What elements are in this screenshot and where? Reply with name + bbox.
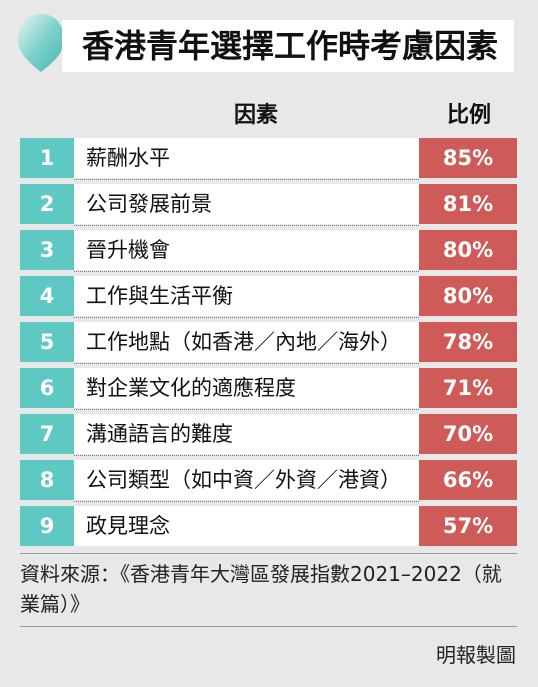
divider-top [20, 553, 517, 554]
header-factor: 因素 [233, 103, 278, 128]
table-row: 1 薪酬水平 85% [20, 135, 517, 181]
table-row: 5 工作地點（如香港／內地／海外） 78% [20, 319, 517, 365]
table-row: 9 政見理念 57% [20, 503, 517, 549]
rank-number: 1 [20, 138, 74, 178]
percentage-value: 78% [419, 322, 517, 362]
title-box: 香港青年選擇工作時考慮因素 [62, 20, 514, 72]
percentage-value: 71% [419, 368, 517, 408]
rank-number: 9 [20, 506, 74, 546]
row-separator [74, 271, 419, 272]
table-row: 4 工作與生活平衡 80% [20, 273, 517, 319]
row-separator [74, 409, 419, 410]
rank-number: 5 [20, 322, 74, 362]
table-row: 3 晉升機會 80% [20, 227, 517, 273]
row-separator [74, 225, 419, 226]
row-separator [74, 363, 419, 364]
percentage-value: 80% [419, 276, 517, 316]
chart-title: 香港青年選擇工作時考慮因素 [82, 27, 499, 65]
percentage-value: 85% [419, 138, 517, 178]
table-row: 6 對企業文化的適應程度 71% [20, 365, 517, 411]
factor-label: 薪酬水平 [74, 138, 419, 178]
percentage-value: 70% [419, 414, 517, 454]
factor-label: 公司類型（如中資／外資／港資） [74, 460, 419, 500]
factor-label: 晉升機會 [74, 230, 419, 270]
table-row: 8 公司類型（如中資／外資／港資） 66% [20, 457, 517, 503]
header-percentage: 比例 [446, 103, 491, 128]
factor-table: 1 薪酬水平 85% 2 公司發展前景 81% 3 晉升機會 80% 4 工作與生活平衡 80% 5 工作… [20, 135, 517, 549]
row-separator [74, 179, 419, 180]
rank-number: 2 [20, 184, 74, 224]
factor-label: 對企業文化的適應程度 [74, 368, 419, 408]
row-separator [74, 455, 419, 456]
divider-bottom [20, 626, 517, 627]
table-row: 2 公司發展前景 81% [20, 181, 517, 227]
percentage-value: 81% [419, 184, 517, 224]
rank-number: 4 [20, 276, 74, 316]
factor-label: 公司發展前景 [74, 184, 419, 224]
rank-number: 3 [20, 230, 74, 270]
title-bar: 香港青年選擇工作時考慮因素 [0, 0, 538, 96]
rank-number: 6 [20, 368, 74, 408]
percentage-value: 57% [419, 506, 517, 546]
percentage-value: 80% [419, 230, 517, 270]
factor-label: 溝通語言的難度 [74, 414, 419, 454]
factor-label: 工作與生活平衡 [74, 276, 419, 316]
leaf-icon [18, 14, 64, 72]
row-separator [74, 501, 419, 502]
credit: 明報製圖 [436, 643, 516, 667]
factor-label: 政見理念 [74, 506, 419, 546]
source-note: 資料來源：《香港青年大灣區發展指數2021–2022（就業篇）》 [20, 562, 502, 616]
rank-number: 8 [20, 460, 74, 500]
row-separator [74, 317, 419, 318]
table-row: 7 溝通語言的難度 70% [20, 411, 517, 457]
percentage-value: 66% [419, 460, 517, 500]
rank-number: 7 [20, 414, 74, 454]
factor-label: 工作地點（如香港／內地／海外） [74, 322, 419, 362]
